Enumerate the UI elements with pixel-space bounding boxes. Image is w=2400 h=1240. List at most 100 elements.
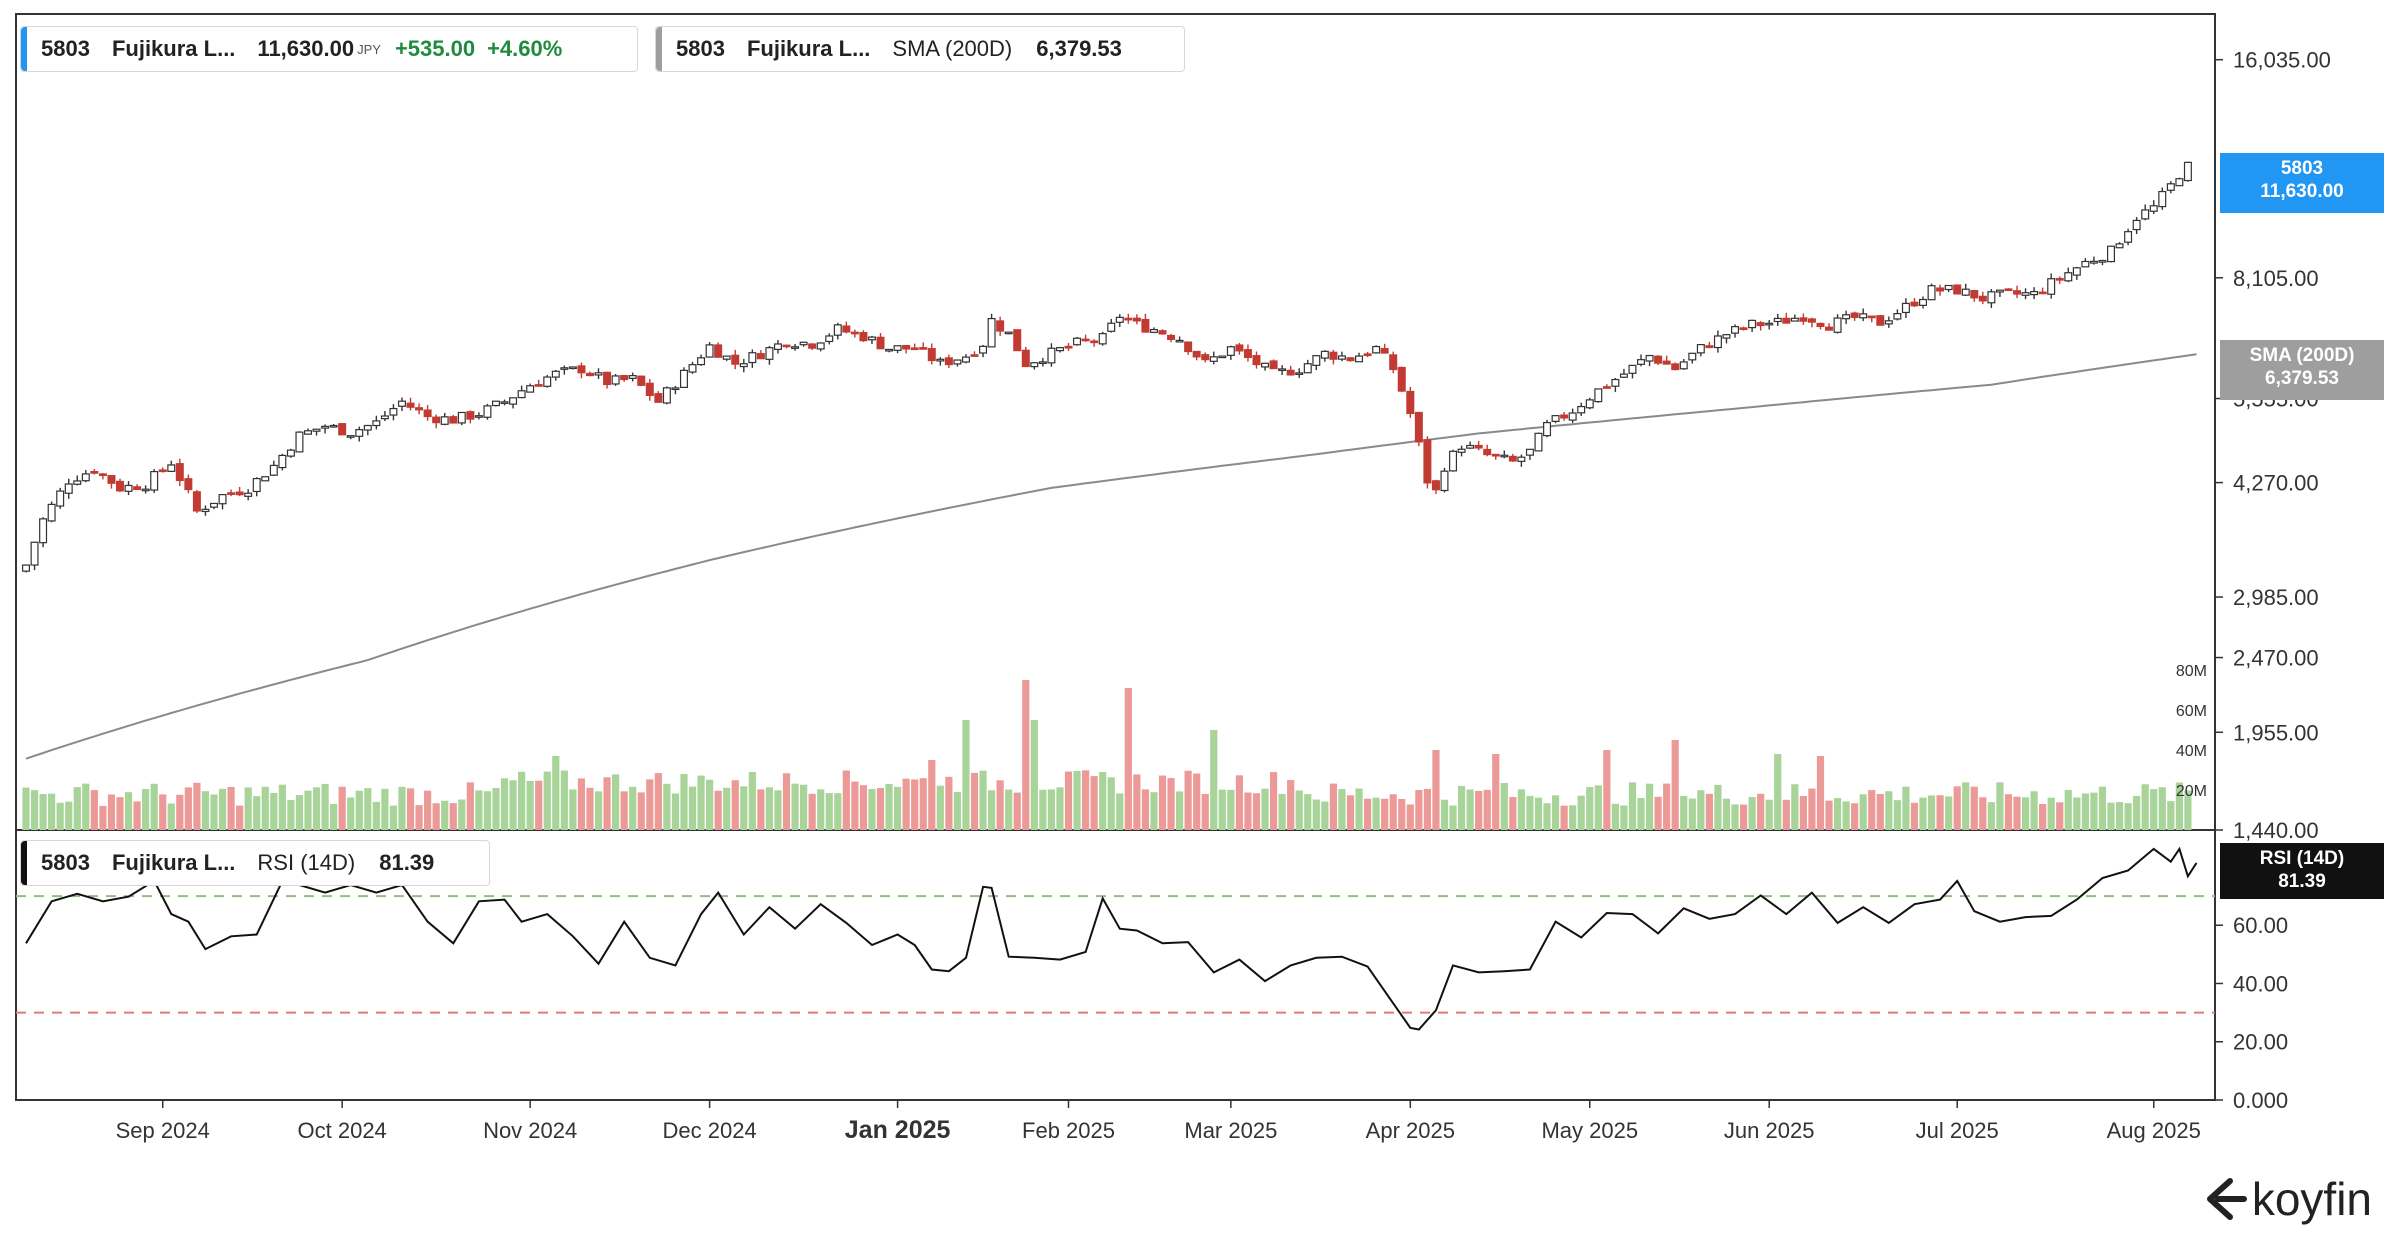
volume-bar[interactable] <box>885 783 893 830</box>
candle-body[interactable] <box>90 470 99 474</box>
volume-bar[interactable] <box>765 787 774 830</box>
volume-bar[interactable] <box>680 774 688 830</box>
volume-bar[interactable] <box>1517 789 1525 830</box>
candle-body[interactable] <box>1483 448 1492 456</box>
volume-bar[interactable] <box>569 789 577 830</box>
candle-body[interactable] <box>1927 285 1936 301</box>
volume-bar[interactable] <box>244 787 252 830</box>
volume-bar[interactable] <box>1731 804 1739 830</box>
volume-bar[interactable] <box>338 786 346 830</box>
volume-bar[interactable] <box>1193 773 1201 830</box>
volume-bar[interactable] <box>1329 783 1337 830</box>
candle-body[interactable] <box>1654 355 1663 364</box>
volume-bar[interactable] <box>800 784 808 830</box>
candle-body[interactable] <box>1064 345 1073 349</box>
volume-bar[interactable] <box>731 780 739 830</box>
volume-bar[interactable] <box>757 789 765 830</box>
volume-bar[interactable] <box>1902 786 1910 830</box>
volume-bar[interactable] <box>842 770 850 830</box>
candle-body[interactable] <box>885 348 894 352</box>
volume-bar[interactable] <box>458 799 466 830</box>
candle-body[interactable] <box>688 364 697 373</box>
volume-bar[interactable] <box>919 778 927 830</box>
volume-bar[interactable] <box>962 720 970 830</box>
volume-bar[interactable] <box>99 805 107 830</box>
candle-body[interactable] <box>2098 259 2107 263</box>
candle-body[interactable] <box>543 376 552 387</box>
volume-bar[interactable] <box>740 786 748 830</box>
candle-body[interactable] <box>1389 354 1398 371</box>
volume-bar[interactable] <box>979 770 987 830</box>
volume-bar[interactable] <box>825 793 833 830</box>
volume-bar[interactable] <box>364 788 372 830</box>
candle-body[interactable] <box>1799 317 1808 322</box>
volume-bar[interactable] <box>774 790 782 830</box>
volume-bar[interactable] <box>1278 793 1286 830</box>
candle-body[interactable] <box>1243 349 1252 359</box>
volume-bar[interactable] <box>39 794 47 830</box>
volume-bar[interactable] <box>1808 788 1816 830</box>
volume-bar[interactable] <box>1825 800 1833 830</box>
candle-body[interactable] <box>1901 302 1910 314</box>
candle-body[interactable] <box>1577 405 1586 414</box>
candle-body[interactable] <box>423 409 432 418</box>
candle-body[interactable] <box>842 325 851 333</box>
candle-body[interactable] <box>1637 359 1646 365</box>
volume-bar[interactable] <box>851 781 859 830</box>
candle-body[interactable] <box>714 344 723 358</box>
candle-body[interactable] <box>585 372 594 377</box>
volume-bar[interactable] <box>1722 798 1731 830</box>
candle-body[interactable] <box>1073 337 1082 346</box>
candle-body[interactable] <box>526 385 535 393</box>
candle-body[interactable] <box>808 343 817 349</box>
candle-body[interactable] <box>551 370 560 378</box>
volume-bar[interactable] <box>1739 804 1748 830</box>
candle-body[interactable] <box>1679 361 1688 370</box>
volume-bar[interactable] <box>295 795 304 830</box>
candle-body[interactable] <box>1696 344 1705 354</box>
volume-bar[interactable] <box>1611 803 1619 830</box>
volume-bar[interactable] <box>1167 778 1175 830</box>
candle-body[interactable] <box>662 387 671 404</box>
candle-body[interactable] <box>1953 284 1962 295</box>
candle-body[interactable] <box>406 402 415 408</box>
candle-body[interactable] <box>1722 334 1731 339</box>
candle-body[interactable] <box>1731 326 1740 334</box>
candle-body[interactable] <box>2004 288 2013 292</box>
volume-bar[interactable] <box>381 788 389 830</box>
volume-bar[interactable] <box>1868 790 1876 830</box>
candle-body[interactable] <box>2038 291 2047 295</box>
volume-bar[interactable] <box>1919 797 1927 830</box>
candle-body[interactable] <box>1115 316 1124 323</box>
sma-legend[interactable]: 5803 Fujikura L... SMA (200D) 6,379.53 <box>655 26 1185 72</box>
volume-bar[interactable] <box>1620 805 1628 830</box>
candle-body[interactable] <box>944 357 953 366</box>
candle-body[interactable] <box>372 420 381 427</box>
candle-body[interactable] <box>833 324 842 336</box>
candle-body[interactable] <box>679 369 688 389</box>
candle-body[interactable] <box>1449 450 1458 472</box>
volume-bar[interactable] <box>201 791 210 830</box>
candle-body[interactable] <box>637 375 646 386</box>
volume-bar[interactable] <box>1423 788 1431 830</box>
volume-bar[interactable] <box>1081 770 1090 830</box>
candle-body[interactable] <box>756 353 765 360</box>
candle-body[interactable] <box>765 347 774 360</box>
candle-body[interactable] <box>970 354 979 357</box>
candle-body[interactable] <box>2030 290 2039 296</box>
candle-body[interactable] <box>1021 349 1030 368</box>
volume-bar[interactable] <box>159 794 167 830</box>
volume-bar[interactable] <box>2081 793 2089 830</box>
volume-bar[interactable] <box>56 802 64 830</box>
volume-bar[interactable] <box>586 787 594 830</box>
volume-bar[interactable] <box>1321 801 1329 830</box>
volume-bar[interactable] <box>594 791 603 830</box>
candle-body[interactable] <box>1807 318 1816 323</box>
candle-body[interactable] <box>1987 291 1996 304</box>
volume-bar[interactable] <box>1876 793 1884 830</box>
volume-bar[interactable] <box>2124 803 2132 830</box>
candle-body[interactable] <box>603 371 612 386</box>
candle-body[interactable] <box>1372 345 1381 354</box>
volume-bar[interactable] <box>304 790 312 830</box>
volume-bar[interactable] <box>1543 803 1551 830</box>
